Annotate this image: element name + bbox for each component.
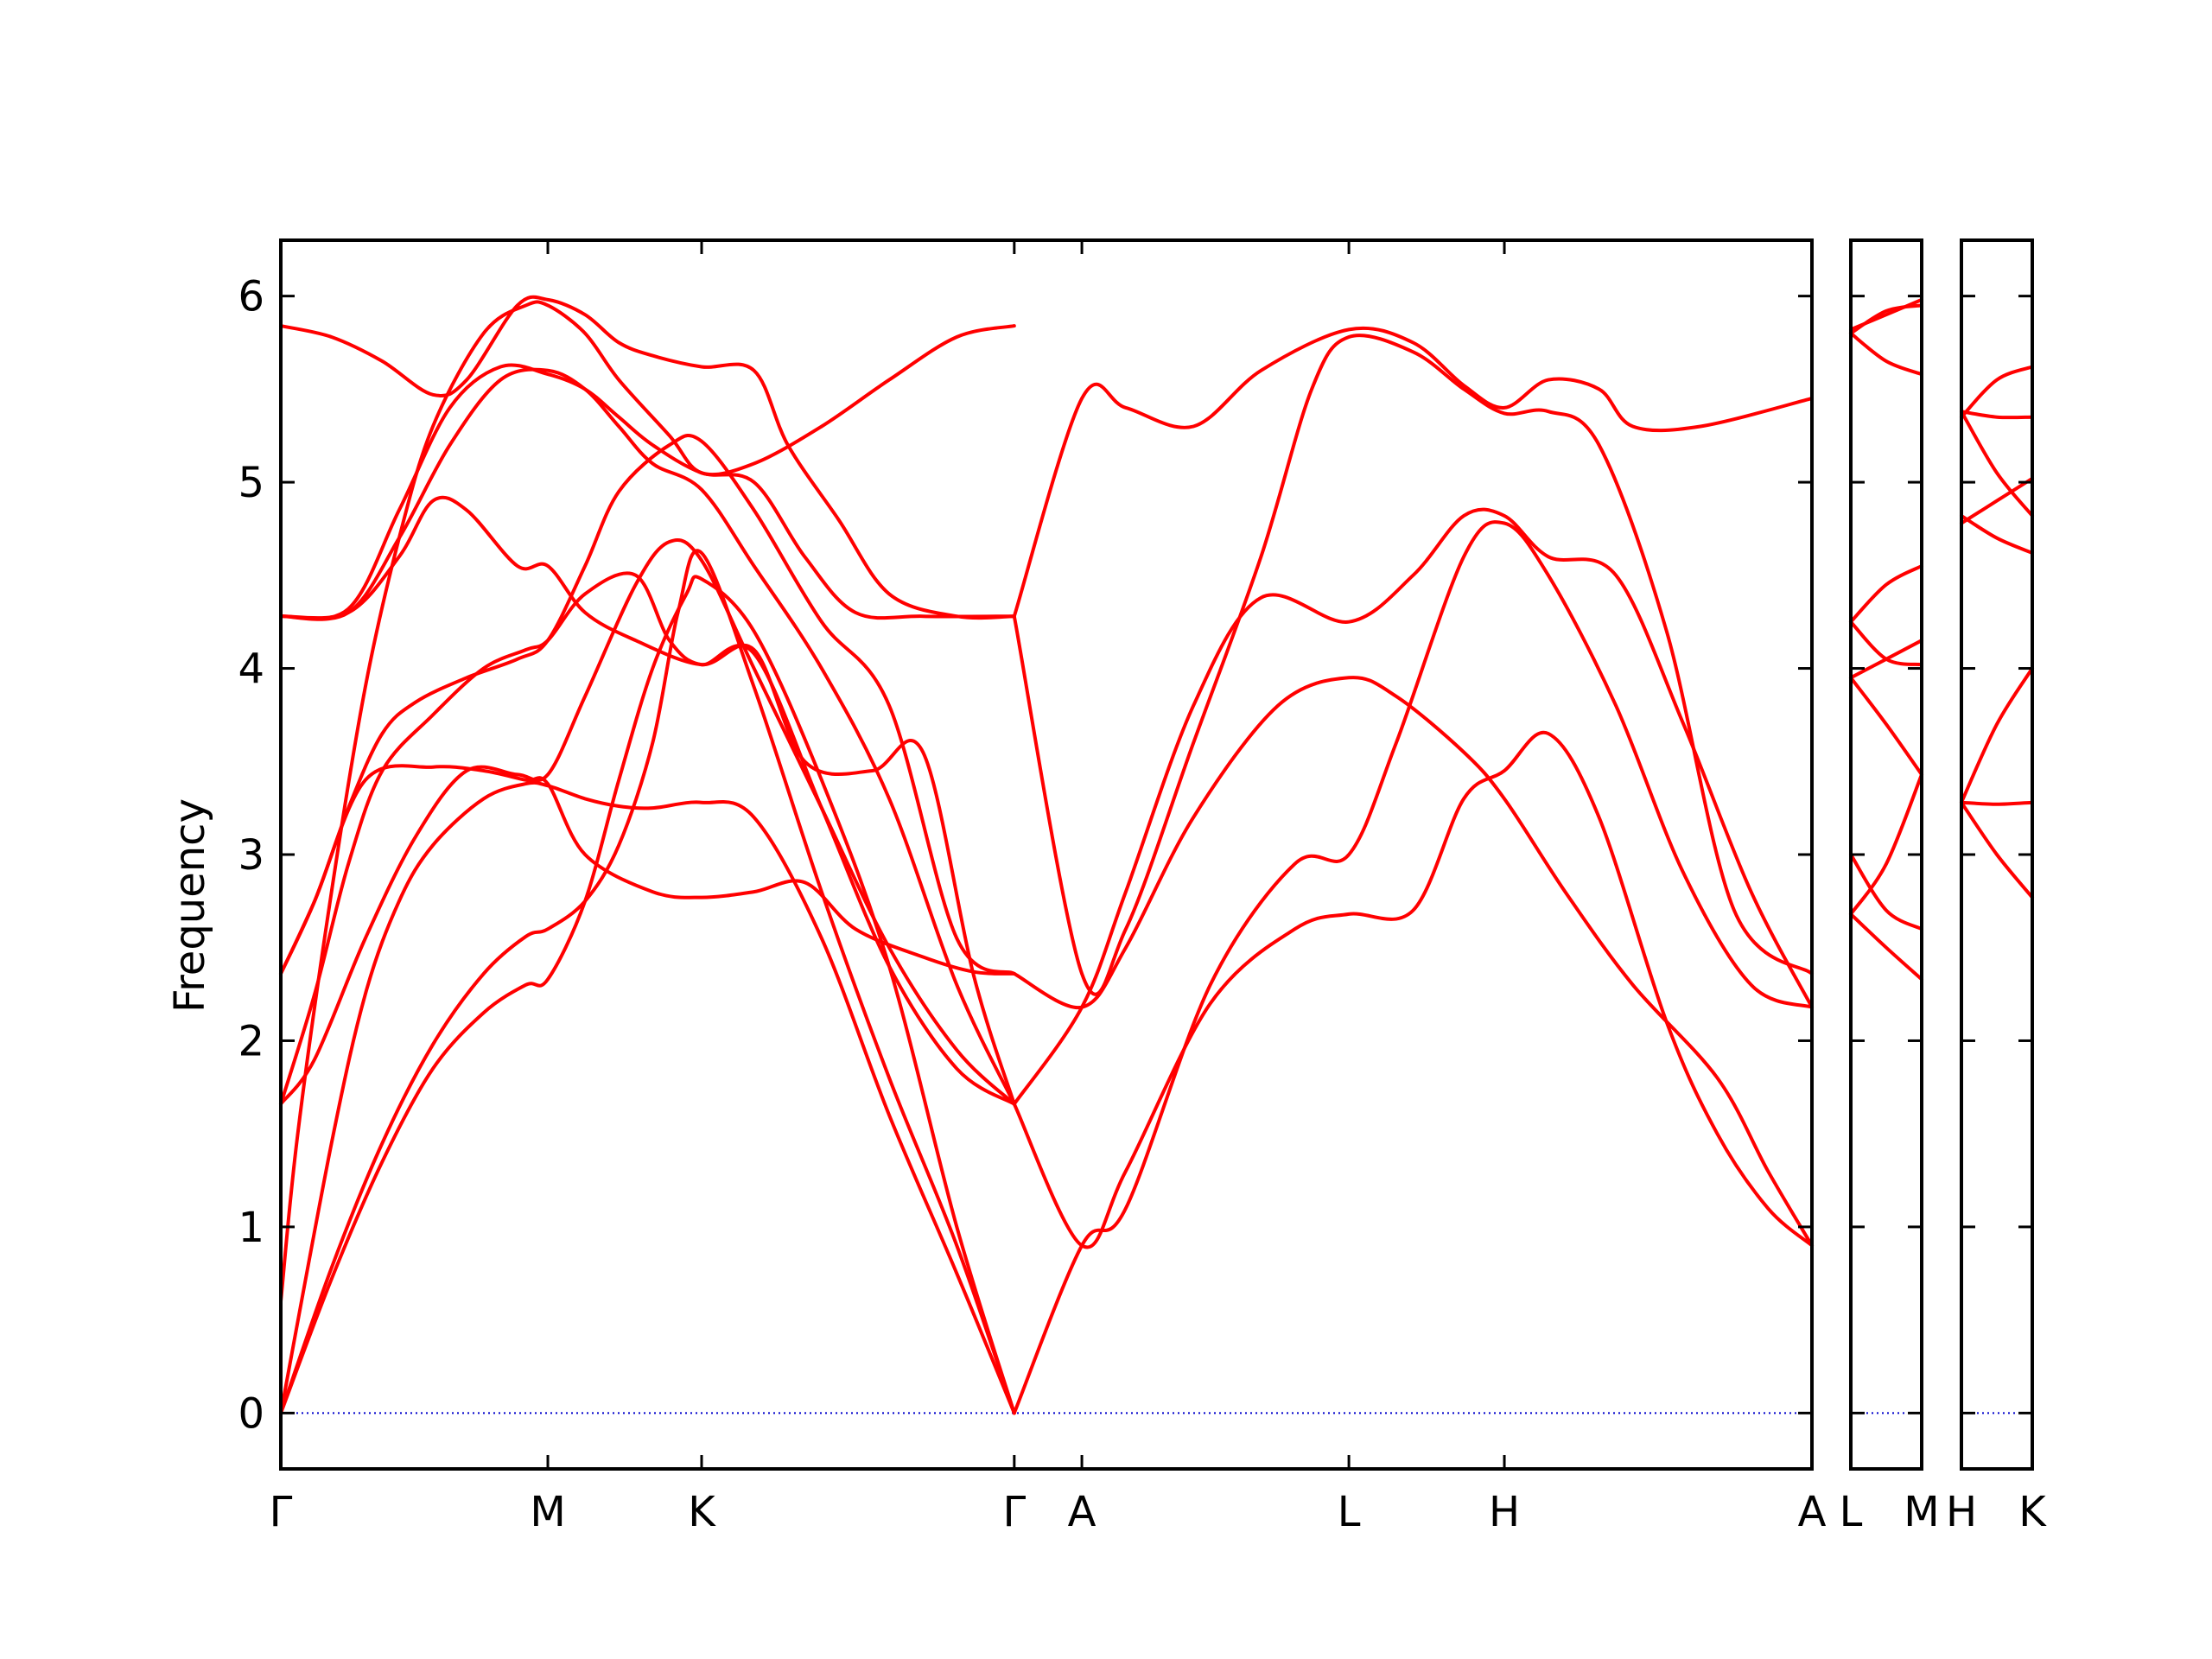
band-main-8 — [279, 367, 1016, 1106]
x-tick-label: Γ — [1002, 1488, 1026, 1536]
band-L-M-8 — [1849, 303, 1923, 335]
x-tick-label: M — [530, 1488, 565, 1536]
x-tick-label: L — [1338, 1488, 1361, 1536]
y-tick-label: 4 — [238, 645, 264, 694]
band-L-M-5 — [1849, 639, 1923, 680]
band-main-right-0 — [1012, 730, 1814, 1249]
band-H-K-7 — [1960, 365, 2034, 419]
band-L-M-3 — [1849, 676, 1923, 777]
x-tick-label: M — [1904, 1488, 1939, 1536]
y-tick-label: 2 — [238, 1017, 264, 1065]
band-main-11 — [279, 300, 1016, 1304]
y-axis-label: Frequency — [166, 798, 214, 1013]
band-main-right-3 — [1012, 507, 1814, 1106]
x-tick-label: A — [1068, 1488, 1096, 1536]
band-L-M-2 — [1849, 912, 1923, 982]
band-main-1 — [279, 549, 1016, 1415]
x-tick-label: H — [1489, 1488, 1520, 1536]
band-L-M-1 — [1849, 853, 1923, 931]
band-L-M-7 — [1849, 331, 1923, 377]
x-tick-label: Γ — [270, 1488, 293, 1536]
band-H-K-2 — [1960, 800, 2034, 899]
band-H-K-6 — [1960, 410, 2034, 420]
band-H-K-3 — [1960, 476, 2034, 525]
band-main-7 — [279, 495, 1016, 1106]
panel-frames — [279, 238, 2034, 1471]
band-main-2 — [279, 780, 1016, 1415]
y-tick-label: 0 — [238, 1389, 264, 1438]
band-main-6 — [279, 764, 1016, 976]
band-main-right-5 — [1012, 326, 1814, 619]
bands — [279, 295, 2034, 1415]
x-tick-label: H — [1946, 1488, 1977, 1536]
x-tick-label: A — [1798, 1488, 1827, 1536]
x-tick-label: K — [688, 1488, 716, 1536]
band-main-right-1 — [1012, 520, 1814, 1415]
band-H-K-4 — [1960, 513, 2034, 555]
band-L-M-0 — [1849, 772, 1923, 916]
band-main-10 — [279, 295, 1016, 620]
y-tick-label: 5 — [238, 459, 264, 507]
y-tick-label: 6 — [238, 273, 264, 321]
band-main-right-4 — [1012, 334, 1814, 996]
band-main-4 — [279, 571, 1016, 1106]
band-main-9 — [279, 363, 1016, 621]
x-tick-label: K — [2018, 1488, 2047, 1536]
x-tick-label: L — [1840, 1488, 1863, 1536]
ticks — [279, 240, 2034, 1469]
band-main-3 — [279, 538, 1016, 1106]
band-H-K-0 — [1960, 800, 2034, 806]
band-L-M-9 — [1849, 297, 1923, 332]
band-L-M-6 — [1849, 564, 1923, 624]
band-main-right-2 — [1012, 676, 1814, 1248]
band-main-5 — [279, 433, 1016, 976]
y-tick-label: 3 — [238, 831, 264, 880]
band-H-K-1 — [1960, 666, 2034, 804]
y-tick-label: 1 — [238, 1204, 264, 1252]
band-H-K-5 — [1960, 410, 2034, 518]
